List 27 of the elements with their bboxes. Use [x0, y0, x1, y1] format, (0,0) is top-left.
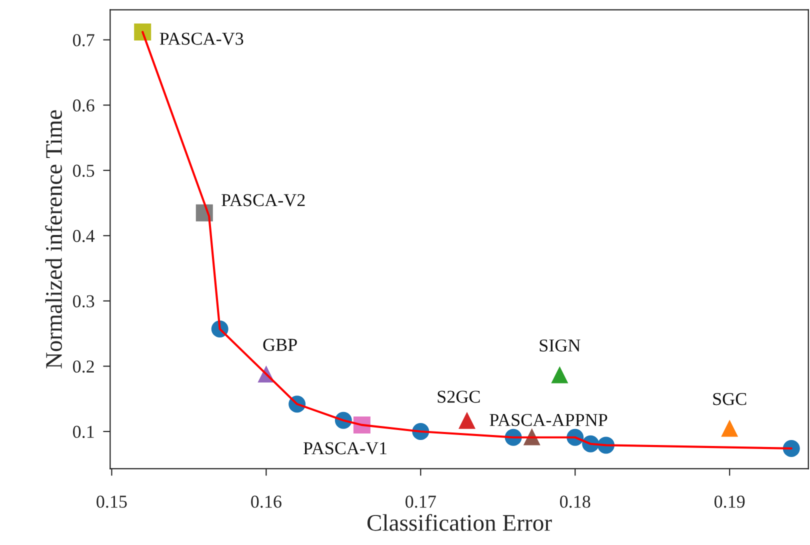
x-tick-label: 0.16 [251, 496, 282, 508]
series-label: PASCA-V3 [160, 32, 244, 45]
x-tick-label: 0.18 [560, 496, 590, 508]
series-label: SIGN [540, 339, 580, 352]
y-axis-title: Normalized inference Time [45, 110, 62, 368]
point [782, 440, 800, 457]
series-label: SGC [713, 392, 746, 406]
y-tick-label: 0.4 [73, 230, 95, 242]
y-tick-label: 0.6 [73, 99, 94, 112]
y-tick-label: 0.7 [73, 34, 94, 46]
series-label: PASCA-V1 [303, 442, 387, 454]
y-tick-label: 0.1 [73, 426, 94, 438]
point [458, 412, 476, 429]
point [551, 366, 568, 384]
x-tick-label: 0.19 [714, 496, 745, 508]
y-tick-label: 0.3 [73, 295, 94, 308]
x-axis-title: Classification Error [367, 514, 552, 531]
y-tick-label: 0.2 [73, 360, 94, 373]
point [721, 420, 738, 437]
series-label: PASCA-V2 [222, 194, 305, 206]
point [134, 24, 152, 41]
x-tick-label: 0.17 [406, 496, 436, 508]
series-label: PASCA-APPNP [490, 414, 608, 426]
series-label: S2GC [438, 390, 480, 403]
x-tick-label: 0.15 [96, 496, 127, 508]
y-tick-label: 0.5 [73, 164, 94, 177]
series-label: GBP [263, 338, 297, 351]
